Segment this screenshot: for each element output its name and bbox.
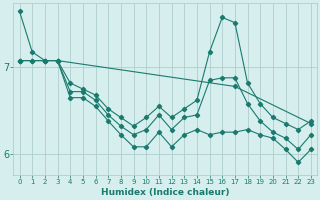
X-axis label: Humidex (Indice chaleur): Humidex (Indice chaleur) [101, 188, 229, 197]
